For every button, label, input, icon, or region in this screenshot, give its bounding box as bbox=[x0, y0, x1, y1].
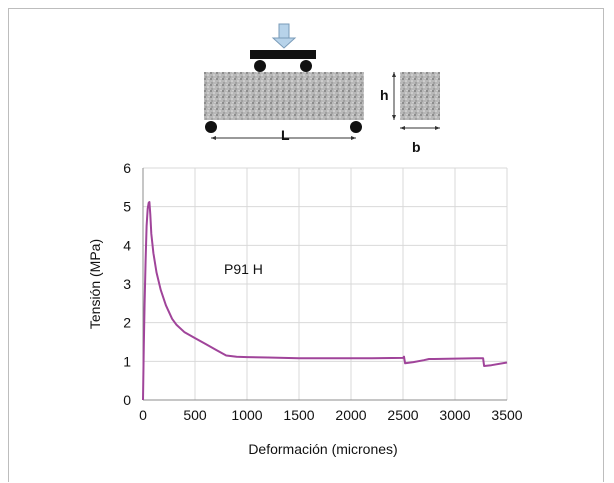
x-tick-label: 2000 bbox=[335, 407, 366, 423]
x-tick-label: 2500 bbox=[387, 407, 418, 423]
chart-grid bbox=[143, 167, 508, 400]
y-tick-label: 0 bbox=[123, 392, 131, 408]
span-label: L bbox=[281, 127, 290, 143]
y-tick-label: 2 bbox=[123, 315, 131, 331]
y-tick-label: 6 bbox=[123, 160, 131, 176]
load-arrow-icon bbox=[271, 23, 297, 49]
chart-series bbox=[142, 201, 508, 401]
x-tick-label: 1500 bbox=[283, 407, 314, 423]
y-tick-label: 5 bbox=[123, 199, 131, 215]
beam-specimen bbox=[204, 72, 364, 120]
y-tick-labels: 0 1 2 3 4 5 6 bbox=[123, 160, 131, 408]
top-roller-right bbox=[300, 60, 312, 72]
x-tick-labels: 0 500 1000 1500 2000 2500 3000 3500 bbox=[139, 407, 523, 423]
test-schematic: L h b bbox=[204, 23, 440, 155]
loading-plate bbox=[250, 50, 316, 59]
x-tick-label: 1000 bbox=[231, 407, 262, 423]
x-tick-label: 500 bbox=[183, 407, 207, 423]
cross-section bbox=[400, 72, 440, 120]
y-axis-label: Tensión (MPa) bbox=[87, 239, 103, 329]
y-tick-label: 3 bbox=[123, 276, 131, 292]
series-annotation: P91 H bbox=[224, 261, 263, 277]
x-tick-label: 3500 bbox=[491, 407, 522, 423]
x-axis-label: Deformación (micrones) bbox=[248, 441, 397, 457]
x-tick-label: 3000 bbox=[439, 407, 470, 423]
height-label: h bbox=[380, 87, 389, 103]
stress-strain-chart: 0 500 1000 1500 2000 2500 3000 3500 0 1 2 3 4 5 6 P91… bbox=[87, 160, 523, 457]
width-label: b bbox=[412, 139, 421, 155]
top-roller-left bbox=[254, 60, 266, 72]
y-tick-label: 1 bbox=[123, 353, 131, 369]
support-roller-left bbox=[205, 121, 217, 133]
support-roller-right bbox=[350, 121, 362, 133]
x-tick-label: 0 bbox=[139, 407, 147, 423]
series-line bbox=[142, 201, 508, 401]
y-tick-label: 4 bbox=[123, 237, 131, 253]
